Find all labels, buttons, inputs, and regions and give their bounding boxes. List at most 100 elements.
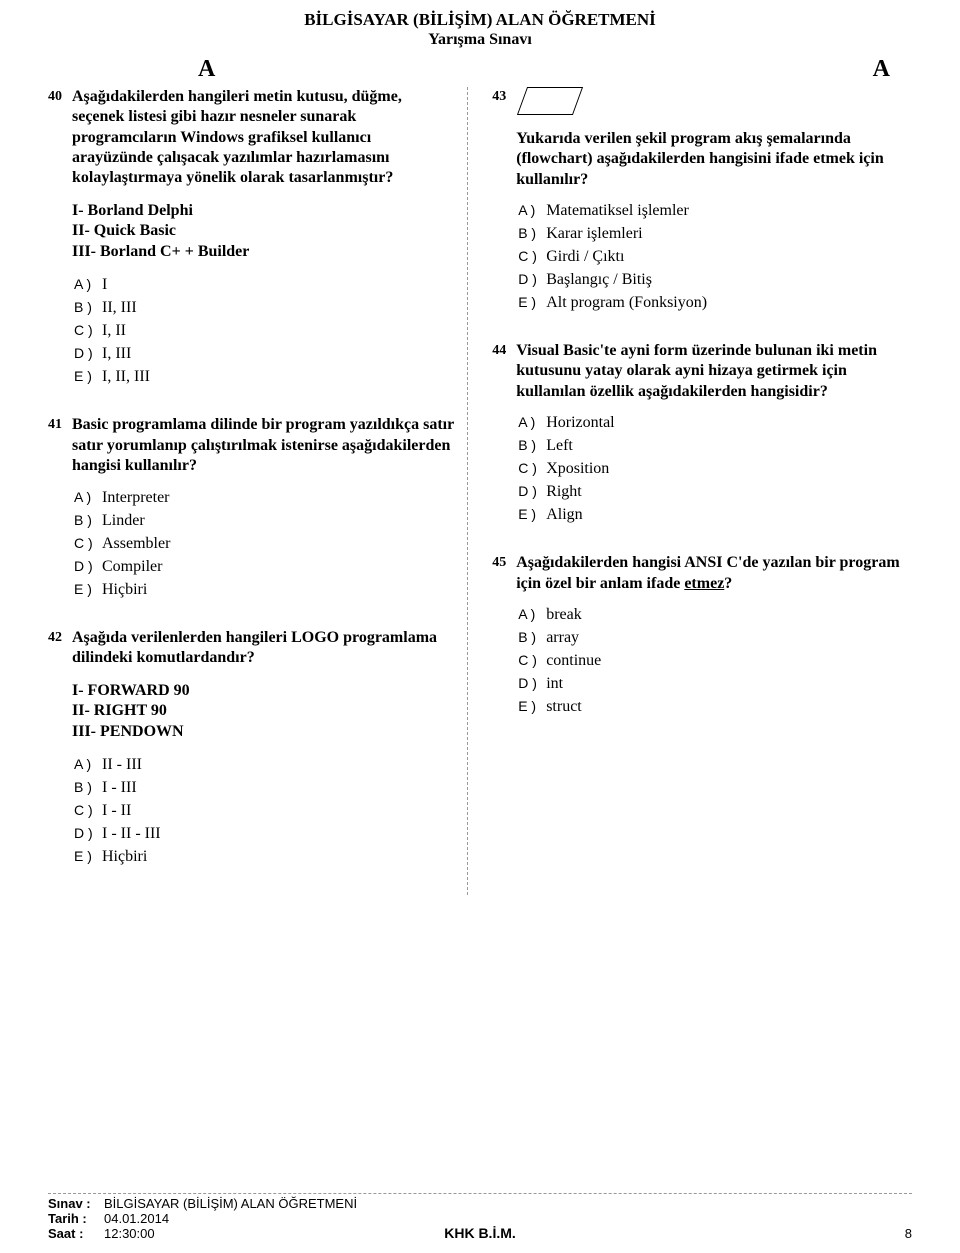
option-letter: C ) (518, 460, 546, 476)
question-44: 44Visual Basic'te ayni form üzerinde bul… (492, 341, 912, 529)
option-text: Horizontal (546, 414, 614, 432)
option[interactable]: D )Compiler (74, 558, 455, 576)
parallelogram-icon (517, 87, 583, 115)
option-letter: D ) (74, 825, 102, 841)
letter-right: A (873, 56, 890, 83)
option-letter: C ) (74, 802, 102, 818)
option[interactable]: B )Linder (74, 512, 455, 530)
question-body: Aşağıdakilerden hangileri metin kutusu, … (72, 87, 455, 392)
option[interactable]: E )I, II, III (74, 368, 455, 386)
header-title-2: Yarışma Sınavı (48, 30, 912, 49)
option-letter: C ) (74, 535, 102, 551)
option[interactable]: B )Left (518, 437, 912, 455)
footer-center: KHK B.İ.M. (444, 1225, 516, 1241)
options-list: A )Horizontal B )Left C )Xposition D )Right… (518, 414, 912, 524)
option[interactable]: C )Assembler (74, 535, 455, 553)
columns: 40Aşağıdakilerden hangileri metin kutusu… (48, 87, 912, 896)
question-text: Aşağıdakilerden hangileri metin kutusu, … (72, 87, 455, 189)
option-letter: A ) (518, 414, 546, 430)
option-text: I - II (102, 802, 131, 820)
option-text: Girdi / Çıktı (546, 248, 624, 266)
option-text: Linder (102, 512, 145, 530)
option-text: I, II (102, 322, 126, 340)
option-letter: E ) (518, 294, 546, 310)
question-number: 41 (48, 415, 72, 603)
option-text: I - II - III (102, 825, 161, 843)
question-text: Yukarıda verilen şekil program akış şema… (516, 129, 912, 190)
option-text: I, III (102, 345, 131, 363)
option[interactable]: C )continue (518, 652, 912, 670)
question-43: 43Yukarıda verilen şekil program akış şe… (492, 87, 912, 317)
option-letter: B ) (518, 225, 546, 241)
question-42: 42Aşağıda verilenlerden hangileri LOGO p… (48, 628, 455, 871)
options-list: A )break B )array C )continue D )int E )stru… (518, 606, 912, 716)
option-text: array (546, 629, 579, 647)
header-title-1: BİLGİSAYAR (BİLİŞİM) ALAN ÖĞRETMENİ (48, 10, 912, 30)
letter-left: A (198, 56, 215, 83)
question-45: 45Aşağıdakilerden hangisi ANSI C'de yazı… (492, 553, 912, 721)
option[interactable]: A )I (74, 276, 455, 294)
option[interactable]: D )I, III (74, 345, 455, 363)
option[interactable]: D )I - II - III (74, 825, 455, 843)
option-letter: C ) (74, 322, 102, 338)
option-text: Matematiksel işlemler (546, 202, 689, 220)
option-text: Assembler (102, 535, 170, 553)
option[interactable]: E )Align (518, 506, 912, 524)
option-text: Align (546, 506, 582, 524)
option[interactable]: B )I - III (74, 779, 455, 797)
question-body: Yukarıda verilen şekil program akış şema… (516, 87, 912, 317)
option[interactable]: A )Horizontal (518, 414, 912, 432)
option[interactable]: C )I - II (74, 802, 455, 820)
question-text: Visual Basic'te ayni form üzerinde bulun… (516, 341, 912, 402)
booklet-letters: A A (48, 56, 912, 83)
option-letter: A ) (74, 276, 102, 292)
option[interactable]: B )array (518, 629, 912, 647)
question-number: 43 (492, 87, 516, 317)
option-text: I - III (102, 779, 137, 797)
option-text: continue (546, 652, 601, 670)
question-body: Aşağıdakilerden hangisi ANSI C'de yazıla… (516, 553, 912, 721)
option[interactable]: D )Başlangıç / Bitiş (518, 271, 912, 289)
question-number: 40 (48, 87, 72, 392)
footer-saat-label: Saat : (48, 1226, 104, 1241)
question-body: Visual Basic'te ayni form üzerinde bulun… (516, 341, 912, 529)
option[interactable]: B )Karar işlemleri (518, 225, 912, 243)
option-letter: D ) (74, 345, 102, 361)
option-text: I (102, 276, 107, 294)
option[interactable]: A )II - III (74, 756, 455, 774)
footer-sinav-label: Sınav : (48, 1196, 104, 1211)
option[interactable]: D )int (518, 675, 912, 693)
option[interactable]: C )I, II (74, 322, 455, 340)
question-body: Basic programlama dilinde bir program ya… (72, 415, 455, 603)
option[interactable]: E )Alt program (Fonksiyon) (518, 294, 912, 312)
option-text: Interpreter (102, 489, 170, 507)
footer-saat-val: 12:30:00 (104, 1226, 155, 1241)
option[interactable]: E )Hiçbiri (74, 848, 455, 866)
option-letter: C ) (518, 248, 546, 264)
option[interactable]: E )struct (518, 698, 912, 716)
option-text: Compiler (102, 558, 162, 576)
option-letter: A ) (74, 489, 102, 505)
option[interactable]: C )Xposition (518, 460, 912, 478)
option-text: int (546, 675, 563, 693)
option-letter: E ) (74, 368, 102, 384)
footer-page: 8 (905, 1226, 912, 1241)
option-text: Başlangıç / Bitiş (546, 271, 652, 289)
question-40: 40Aşağıdakilerden hangileri metin kutusu… (48, 87, 455, 392)
option[interactable]: A )Matematiksel işlemler (518, 202, 912, 220)
option-letter: D ) (518, 271, 546, 287)
option[interactable]: C )Girdi / Çıktı (518, 248, 912, 266)
option[interactable]: D )Right (518, 483, 912, 501)
footer-sinav-val: BİLGİSAYAR (BİLİŞİM) ALAN ÖĞRETMENİ (104, 1196, 357, 1211)
option-text: Left (546, 437, 573, 455)
option-text: I, II, III (102, 368, 150, 386)
option-text: Alt program (Fonksiyon) (546, 294, 707, 312)
option[interactable]: A )Interpreter (74, 489, 455, 507)
option[interactable]: B )II, III (74, 299, 455, 317)
question-extra: I- FORWARD 90II- RIGHT 90III- PENDOWN (72, 681, 455, 742)
footer-tarih-val: 04.01.2014 (104, 1211, 169, 1226)
option[interactable]: E )Hiçbiri (74, 581, 455, 599)
option-letter: C ) (518, 652, 546, 668)
option-text: Karar işlemleri (546, 225, 642, 243)
option[interactable]: A )break (518, 606, 912, 624)
